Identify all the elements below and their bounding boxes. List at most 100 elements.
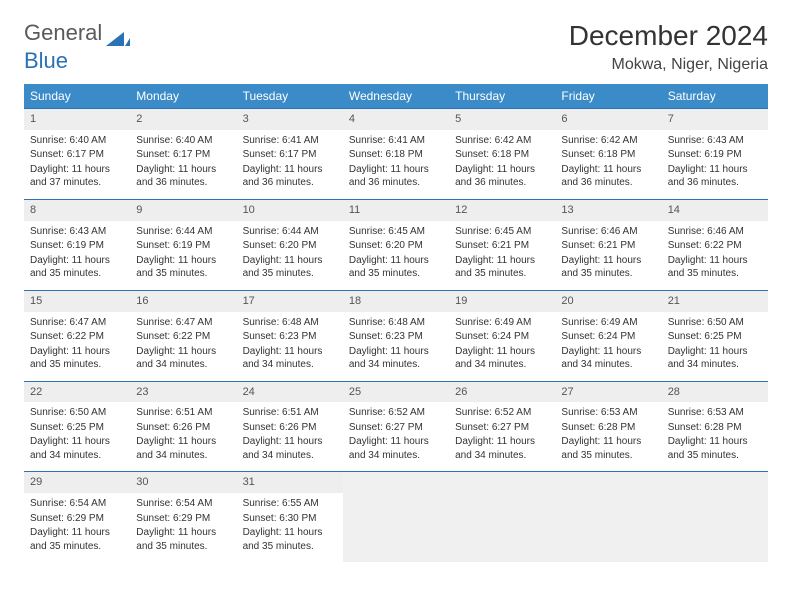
cell-body: Sunrise: 6:45 AMSunset: 6:20 PMDaylight:…: [343, 221, 449, 290]
sunset-text: Sunset: 6:25 PM: [30, 421, 124, 435]
cell-body: Sunrise: 6:41 AMSunset: 6:17 PMDaylight:…: [237, 130, 343, 199]
day-number: 3: [237, 109, 343, 130]
daylight-text: Daylight: 11 hours and 34 minutes.: [561, 345, 655, 372]
calendar-cell: 6Sunrise: 6:42 AMSunset: 6:18 PMDaylight…: [555, 109, 661, 200]
sunset-text: Sunset: 6:26 PM: [243, 421, 337, 435]
daylight-text: Daylight: 11 hours and 34 minutes.: [243, 345, 337, 372]
calendar-cell: 19Sunrise: 6:49 AMSunset: 6:24 PMDayligh…: [449, 290, 555, 381]
sunrise-text: Sunrise: 6:44 AM: [136, 225, 230, 239]
brand-part1: General: [24, 20, 102, 46]
cell-body: Sunrise: 6:46 AMSunset: 6:21 PMDaylight:…: [555, 221, 661, 290]
sunset-text: Sunset: 6:23 PM: [243, 330, 337, 344]
location-subtitle: Mokwa, Niger, Nigeria: [569, 56, 768, 74]
cell-body: Sunrise: 6:53 AMSunset: 6:28 PMDaylight:…: [555, 402, 661, 471]
sunrise-text: Sunrise: 6:51 AM: [243, 406, 337, 420]
sunset-text: Sunset: 6:24 PM: [455, 330, 549, 344]
sunrise-text: Sunrise: 6:41 AM: [243, 134, 337, 148]
calendar-row: 22Sunrise: 6:50 AMSunset: 6:25 PMDayligh…: [24, 381, 768, 472]
daylight-text: Daylight: 11 hours and 35 minutes.: [243, 254, 337, 281]
weekday-header: Sunday: [24, 84, 130, 109]
sunset-text: Sunset: 6:20 PM: [349, 239, 443, 253]
daylight-text: Daylight: 11 hours and 36 minutes.: [349, 163, 443, 190]
weekday-header: Thursday: [449, 84, 555, 109]
sunset-text: Sunset: 6:22 PM: [136, 330, 230, 344]
calendar-cell: 13Sunrise: 6:46 AMSunset: 6:21 PMDayligh…: [555, 199, 661, 290]
weekday-header: Monday: [130, 84, 236, 109]
calendar-body: 1Sunrise: 6:40 AMSunset: 6:17 PMDaylight…: [24, 109, 768, 563]
sunset-text: Sunset: 6:24 PM: [561, 330, 655, 344]
day-number: 6: [555, 109, 661, 130]
cell-body: Sunrise: 6:45 AMSunset: 6:21 PMDaylight:…: [449, 221, 555, 290]
sunset-text: Sunset: 6:17 PM: [243, 148, 337, 162]
cell-body: Sunrise: 6:54 AMSunset: 6:29 PMDaylight:…: [24, 493, 130, 562]
cell-body: Sunrise: 6:51 AMSunset: 6:26 PMDaylight:…: [130, 402, 236, 471]
day-number: 22: [24, 382, 130, 403]
day-number: 26: [449, 382, 555, 403]
cell-body: Sunrise: 6:50 AMSunset: 6:25 PMDaylight:…: [662, 312, 768, 381]
calendar-cell: 27Sunrise: 6:53 AMSunset: 6:28 PMDayligh…: [555, 381, 661, 472]
calendar-cell: 7Sunrise: 6:43 AMSunset: 6:19 PMDaylight…: [662, 109, 768, 200]
brand-logo: General: [24, 20, 132, 46]
title-block: December 2024 Mokwa, Niger, Nigeria: [569, 20, 768, 74]
daylight-text: Daylight: 11 hours and 35 minutes.: [455, 254, 549, 281]
sunrise-text: Sunrise: 6:47 AM: [136, 316, 230, 330]
sunset-text: Sunset: 6:27 PM: [455, 421, 549, 435]
calendar-row: 15Sunrise: 6:47 AMSunset: 6:22 PMDayligh…: [24, 290, 768, 381]
sunrise-text: Sunrise: 6:44 AM: [243, 225, 337, 239]
daylight-text: Daylight: 11 hours and 35 minutes.: [30, 345, 124, 372]
sunset-text: Sunset: 6:18 PM: [561, 148, 655, 162]
calendar-cell: 15Sunrise: 6:47 AMSunset: 6:22 PMDayligh…: [24, 290, 130, 381]
sunrise-text: Sunrise: 6:45 AM: [455, 225, 549, 239]
cell-body: Sunrise: 6:51 AMSunset: 6:26 PMDaylight:…: [237, 402, 343, 471]
sunrise-text: Sunrise: 6:46 AM: [561, 225, 655, 239]
day-number: 14: [662, 200, 768, 221]
sunrise-text: Sunrise: 6:50 AM: [668, 316, 762, 330]
calendar-row: 29Sunrise: 6:54 AMSunset: 6:29 PMDayligh…: [24, 472, 768, 562]
page-title: December 2024: [569, 20, 768, 52]
calendar-cell: [343, 472, 449, 562]
cell-body: Sunrise: 6:52 AMSunset: 6:27 PMDaylight:…: [343, 402, 449, 471]
calendar-cell: 18Sunrise: 6:48 AMSunset: 6:23 PMDayligh…: [343, 290, 449, 381]
cell-body: Sunrise: 6:49 AMSunset: 6:24 PMDaylight:…: [555, 312, 661, 381]
calendar-cell: 26Sunrise: 6:52 AMSunset: 6:27 PMDayligh…: [449, 381, 555, 472]
weekday-header: Wednesday: [343, 84, 449, 109]
cell-body: Sunrise: 6:46 AMSunset: 6:22 PMDaylight:…: [662, 221, 768, 290]
calendar-cell: 20Sunrise: 6:49 AMSunset: 6:24 PMDayligh…: [555, 290, 661, 381]
sunset-text: Sunset: 6:18 PM: [455, 148, 549, 162]
day-number: 24: [237, 382, 343, 403]
cell-body: Sunrise: 6:47 AMSunset: 6:22 PMDaylight:…: [130, 312, 236, 381]
sunrise-text: Sunrise: 6:52 AM: [349, 406, 443, 420]
day-number: 8: [24, 200, 130, 221]
day-number: 5: [449, 109, 555, 130]
cell-body: Sunrise: 6:52 AMSunset: 6:27 PMDaylight:…: [449, 402, 555, 471]
cell-body: Sunrise: 6:41 AMSunset: 6:18 PMDaylight:…: [343, 130, 449, 199]
cell-body: Sunrise: 6:43 AMSunset: 6:19 PMDaylight:…: [24, 221, 130, 290]
daylight-text: Daylight: 11 hours and 34 minutes.: [243, 435, 337, 462]
sunrise-text: Sunrise: 6:48 AM: [243, 316, 337, 330]
sunrise-text: Sunrise: 6:49 AM: [561, 316, 655, 330]
sunrise-text: Sunrise: 6:53 AM: [561, 406, 655, 420]
logo-sail-icon: [106, 26, 130, 40]
day-number: 30: [130, 472, 236, 493]
daylight-text: Daylight: 11 hours and 35 minutes.: [349, 254, 443, 281]
daylight-text: Daylight: 11 hours and 34 minutes.: [455, 435, 549, 462]
sunset-text: Sunset: 6:28 PM: [668, 421, 762, 435]
header: General December 2024 Mokwa, Niger, Nige…: [24, 20, 768, 74]
calendar-cell: 22Sunrise: 6:50 AMSunset: 6:25 PMDayligh…: [24, 381, 130, 472]
calendar-header-row: SundayMondayTuesdayWednesdayThursdayFrid…: [24, 84, 768, 109]
sunrise-text: Sunrise: 6:53 AM: [668, 406, 762, 420]
calendar-cell: 21Sunrise: 6:50 AMSunset: 6:25 PMDayligh…: [662, 290, 768, 381]
cell-body: Sunrise: 6:50 AMSunset: 6:25 PMDaylight:…: [24, 402, 130, 471]
sunset-text: Sunset: 6:23 PM: [349, 330, 443, 344]
calendar-cell: 3Sunrise: 6:41 AMSunset: 6:17 PMDaylight…: [237, 109, 343, 200]
sunset-text: Sunset: 6:19 PM: [30, 239, 124, 253]
sunset-text: Sunset: 6:21 PM: [455, 239, 549, 253]
sunrise-text: Sunrise: 6:48 AM: [349, 316, 443, 330]
sunrise-text: Sunrise: 6:43 AM: [30, 225, 124, 239]
calendar-cell: 17Sunrise: 6:48 AMSunset: 6:23 PMDayligh…: [237, 290, 343, 381]
calendar-cell: 29Sunrise: 6:54 AMSunset: 6:29 PMDayligh…: [24, 472, 130, 562]
calendar-cell: 14Sunrise: 6:46 AMSunset: 6:22 PMDayligh…: [662, 199, 768, 290]
calendar-cell: 25Sunrise: 6:52 AMSunset: 6:27 PMDayligh…: [343, 381, 449, 472]
daylight-text: Daylight: 11 hours and 36 minutes.: [243, 163, 337, 190]
daylight-text: Daylight: 11 hours and 36 minutes.: [136, 163, 230, 190]
